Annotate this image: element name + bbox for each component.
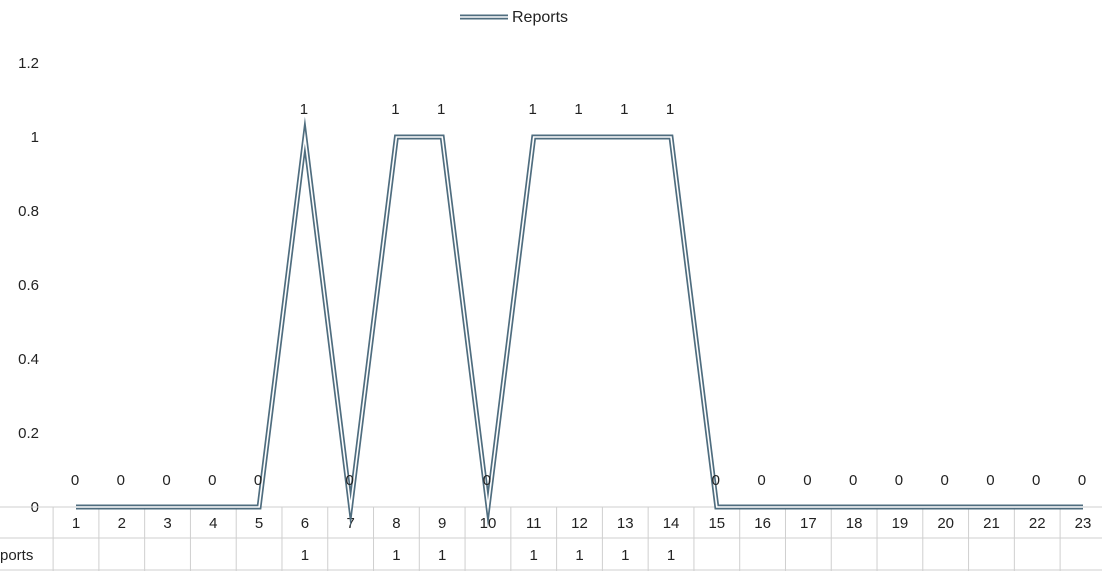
table-cell: 1 — [621, 547, 629, 564]
series-reports — [76, 116, 1083, 528]
data-label: 0 — [1078, 472, 1086, 489]
x-tick-label: 2 — [118, 515, 126, 532]
x-tick-label: 16 — [754, 515, 771, 532]
y-tick-label: 1 — [31, 129, 39, 146]
table-cell: 1 — [575, 547, 583, 564]
data-label: 1 — [666, 101, 674, 118]
data-label: 0 — [1032, 472, 1040, 489]
x-tick-label: 13 — [617, 515, 634, 532]
x-tick-label: 9 — [438, 515, 446, 532]
y-tick-label: 0.8 — [18, 203, 39, 220]
data-label: 0 — [803, 472, 811, 489]
table-cell: 1 — [667, 547, 675, 564]
data-label: 0 — [117, 472, 125, 489]
legend: Reports — [460, 9, 568, 26]
series-line-inner — [76, 130, 1083, 514]
y-tick-label: 0.6 — [18, 277, 39, 294]
data-label: 0 — [208, 472, 216, 489]
x-tick-label: 14 — [663, 515, 680, 532]
x-tick-label: 3 — [163, 515, 171, 532]
table-cell: 1 — [530, 547, 538, 564]
y-tick-label: 1.2 — [18, 55, 39, 72]
x-tick-label: 12 — [571, 515, 588, 532]
y-axis: 00.20.40.60.811.2 — [18, 55, 39, 516]
x-tick-label: 23 — [1075, 515, 1092, 532]
data-label: 1 — [391, 101, 399, 118]
data-label: 0 — [895, 472, 903, 489]
x-tick-label: 20 — [937, 515, 954, 532]
y-tick-label: 0.2 — [18, 425, 39, 442]
x-tick-label: 6 — [301, 515, 309, 532]
x-tick-label: 18 — [846, 515, 863, 532]
data-label: 1 — [529, 101, 537, 118]
x-tick-label: 22 — [1029, 515, 1046, 532]
table-cell: 1 — [438, 547, 446, 564]
x-tick-label: 11 — [526, 515, 542, 532]
table-row-header: ports — [0, 547, 33, 564]
data-label: 0 — [849, 472, 857, 489]
table-cell: 1 — [392, 547, 400, 564]
x-tick-label: 4 — [209, 515, 217, 532]
data-label: 0 — [986, 472, 994, 489]
x-tick-label: 17 — [800, 515, 817, 532]
x-tick-label: 1 — [72, 515, 80, 532]
legend-label: Reports — [512, 9, 568, 26]
x-tick-label: 21 — [983, 515, 1000, 532]
data-label: 0 — [254, 472, 262, 489]
x-tick-label: 8 — [392, 515, 400, 532]
data-label: 0 — [483, 472, 491, 489]
data-label: 1 — [437, 101, 445, 118]
data-label: 1 — [574, 101, 582, 118]
table-cell: 1 — [301, 547, 309, 564]
x-tick-label: 15 — [708, 515, 725, 532]
y-tick-label: 0.4 — [18, 351, 39, 368]
x-tick-label: 19 — [892, 515, 909, 532]
data-label: 0 — [712, 472, 720, 489]
data-labels: 0 0 0 0 0 1 0 1 1 0 1 1 1 1 0 0 0 0 0 0 0 0 0 — [71, 101, 1086, 489]
series-line-outer — [76, 116, 1083, 528]
data-label: 0 — [757, 472, 765, 489]
x-tick-label: 5 — [255, 515, 263, 532]
data-label: 1 — [620, 101, 628, 118]
data-label: 0 — [941, 472, 949, 489]
data-label: 1 — [300, 101, 308, 118]
data-label: 0 — [71, 472, 79, 489]
data-table: 1 2 3 4 5 6 7 8 9 10 11 12 13 14 15 16 17 18 19 20 21 22 231 1 1… — [0, 506, 1102, 571]
data-label: 0 — [345, 472, 353, 489]
data-label: 0 — [162, 472, 170, 489]
